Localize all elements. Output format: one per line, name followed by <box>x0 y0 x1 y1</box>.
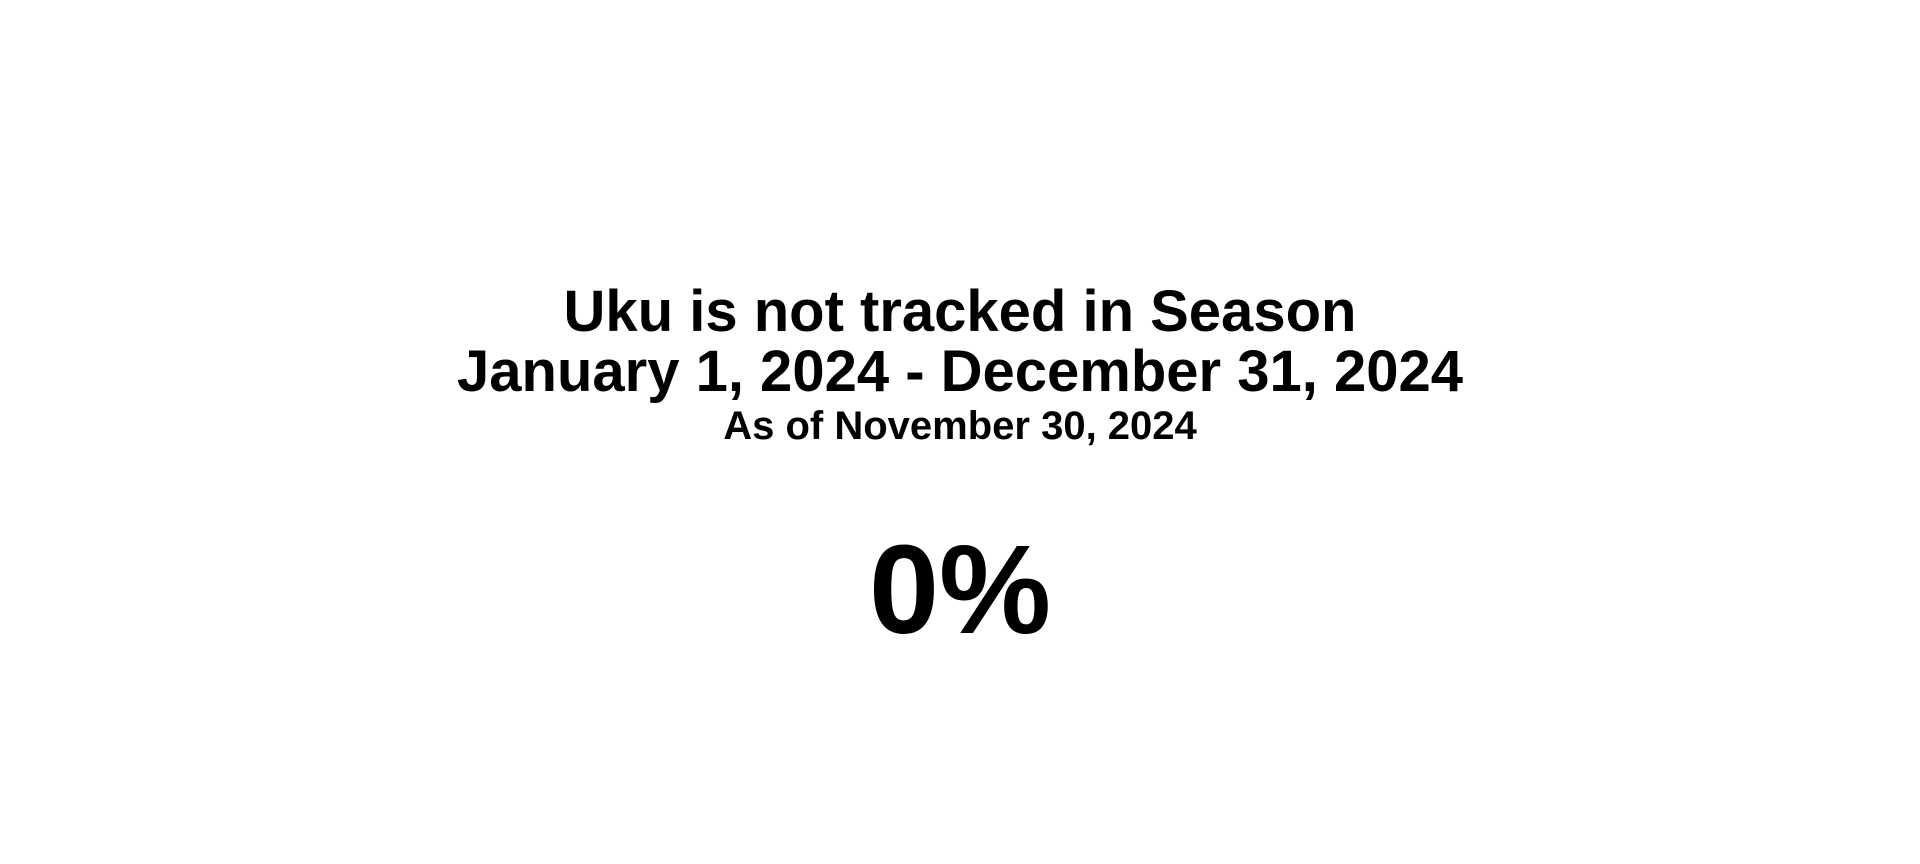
as-of-date: As of November 30, 2024 <box>723 404 1197 448</box>
percent-value: 0% <box>868 519 1052 660</box>
season-date-range: January 1, 2024 - December 31, 2024 <box>457 339 1463 404</box>
status-headline: Uku is not tracked in Season <box>563 279 1357 344</box>
status-header: Uku is not tracked in Season January 1, … <box>0 279 1920 449</box>
